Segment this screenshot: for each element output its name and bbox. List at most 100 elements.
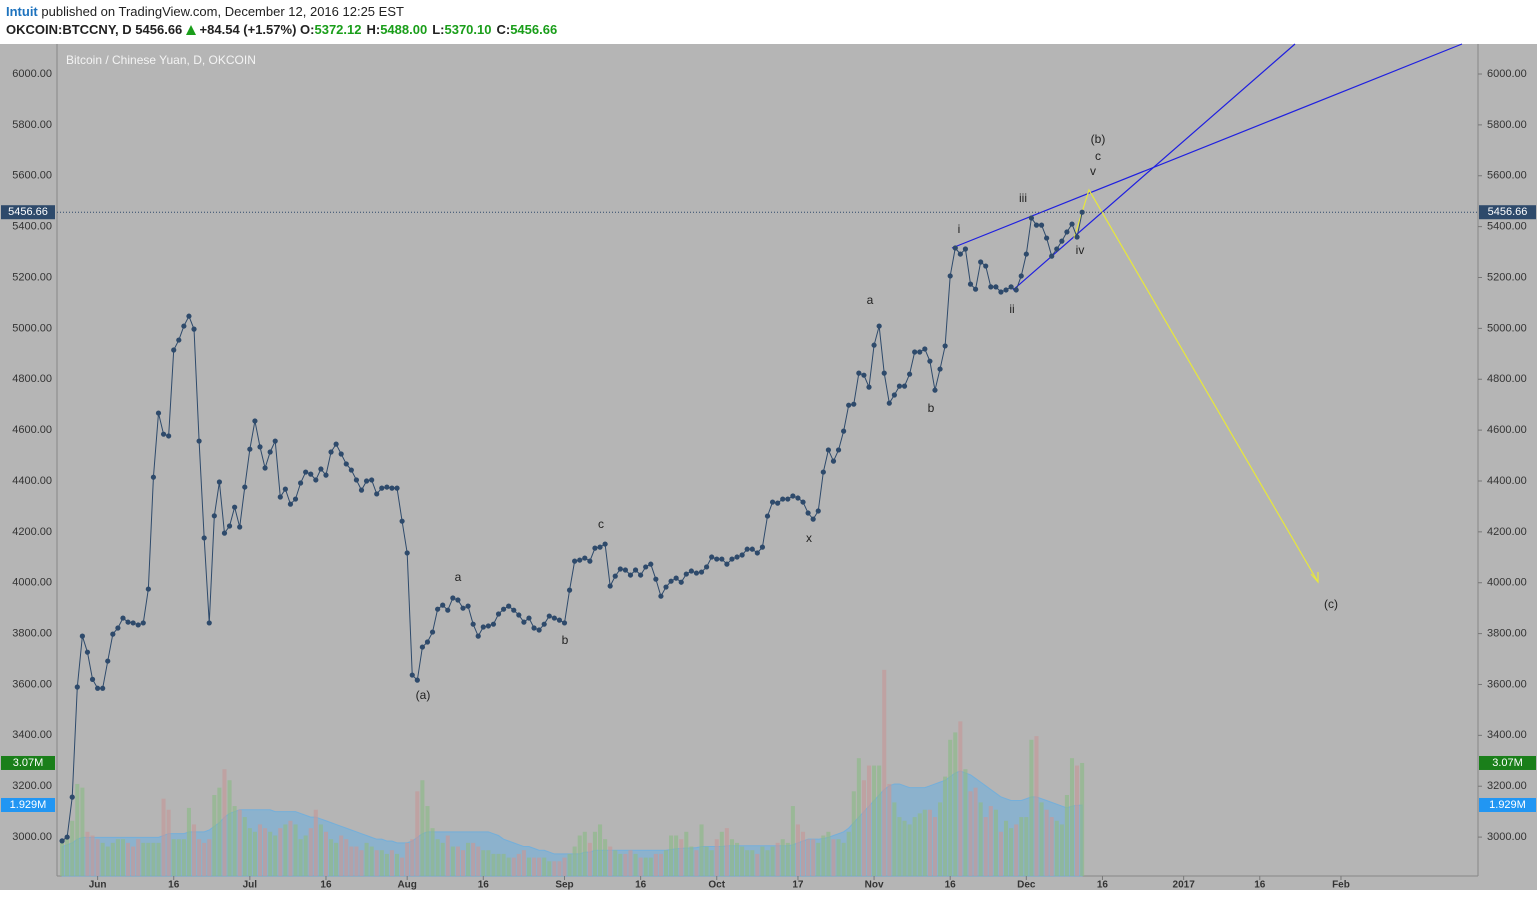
y-tick-label: 4800.00 bbox=[1487, 373, 1527, 385]
volume-bar bbox=[592, 831, 597, 876]
price-point bbox=[577, 557, 583, 563]
volume-bar bbox=[577, 835, 582, 876]
volume-bar bbox=[760, 846, 765, 876]
price-point bbox=[790, 493, 796, 499]
price-point bbox=[206, 620, 212, 626]
volume-bar bbox=[95, 839, 100, 876]
price-point bbox=[947, 273, 953, 279]
y-tick-label: 5600.00 bbox=[1487, 170, 1527, 182]
volume-bar bbox=[440, 842, 445, 876]
y-tick-label: 5200.00 bbox=[12, 271, 52, 283]
volume-bar bbox=[384, 853, 389, 876]
volume-bar bbox=[719, 831, 724, 876]
volume-bar bbox=[618, 853, 623, 876]
author: Intuit bbox=[6, 4, 38, 19]
volume-bar bbox=[146, 842, 151, 876]
volume-bar bbox=[745, 850, 750, 876]
price-point bbox=[516, 612, 522, 618]
volume-bar bbox=[750, 850, 755, 876]
price-point bbox=[881, 370, 887, 376]
volume-bar bbox=[308, 828, 313, 876]
volume-bar bbox=[537, 857, 542, 876]
volume-bar bbox=[278, 828, 283, 876]
price-point bbox=[886, 400, 892, 406]
volume-bar bbox=[648, 857, 653, 876]
price-point bbox=[643, 564, 649, 570]
volume-bar bbox=[694, 850, 699, 876]
volume-bar bbox=[455, 846, 460, 876]
volume-bar bbox=[115, 839, 120, 876]
price-point bbox=[942, 343, 948, 349]
volume-bar bbox=[613, 850, 618, 876]
volume-bar bbox=[1044, 809, 1049, 876]
price-point bbox=[440, 602, 446, 608]
last-value-box bbox=[1, 797, 55, 812]
volume-bar bbox=[329, 839, 334, 876]
price-point bbox=[292, 496, 299, 502]
last-value-label: 3.07M bbox=[13, 757, 44, 769]
price-point bbox=[100, 685, 106, 691]
volume-bar bbox=[501, 853, 506, 876]
volume-bar bbox=[263, 828, 268, 876]
price-point bbox=[800, 499, 806, 505]
price-point bbox=[744, 546, 750, 552]
x-tick-label: 16 bbox=[635, 880, 647, 891]
volume-bar bbox=[136, 839, 141, 876]
price-point bbox=[729, 556, 735, 562]
price-point bbox=[196, 438, 202, 444]
price-point bbox=[226, 523, 233, 529]
volume-bar bbox=[293, 824, 298, 876]
y-tick-label: 4000.00 bbox=[12, 577, 52, 589]
price-point bbox=[490, 621, 497, 627]
price-point bbox=[739, 552, 745, 558]
wave-label: (a) bbox=[416, 688, 431, 702]
price-point bbox=[704, 564, 710, 570]
wave-label: b bbox=[928, 401, 935, 415]
price-point bbox=[125, 619, 131, 625]
price-point bbox=[526, 615, 532, 621]
ohlc-label: L: bbox=[432, 22, 445, 37]
volume-bar bbox=[917, 813, 922, 876]
y-tick-label: 3400.00 bbox=[1487, 729, 1527, 741]
price-point bbox=[972, 286, 979, 292]
price-point bbox=[602, 541, 608, 547]
price-point bbox=[328, 449, 334, 455]
volume-bar bbox=[511, 857, 516, 876]
volume-bar bbox=[653, 853, 658, 876]
price-point bbox=[475, 633, 481, 639]
volume-bar bbox=[714, 839, 719, 876]
volume-bar bbox=[597, 824, 603, 876]
volume-bar bbox=[866, 765, 872, 876]
volume-bar bbox=[344, 839, 349, 876]
volume-bar bbox=[968, 791, 973, 876]
volume-bar bbox=[1014, 824, 1019, 876]
x-tick-label: Feb bbox=[1332, 880, 1350, 891]
volume-bar bbox=[481, 850, 486, 876]
price-point bbox=[358, 487, 365, 493]
price-point bbox=[242, 484, 248, 490]
price-point bbox=[927, 358, 933, 364]
price-point bbox=[901, 383, 908, 389]
volume-bar bbox=[963, 769, 968, 876]
volume-bar bbox=[268, 831, 273, 876]
price-point bbox=[110, 631, 116, 637]
price-point bbox=[698, 569, 705, 575]
price-point bbox=[998, 289, 1004, 295]
y-tick-label: 4600.00 bbox=[1487, 424, 1527, 436]
volume-bar bbox=[953, 732, 958, 876]
price-point bbox=[511, 607, 517, 613]
price-point bbox=[120, 615, 126, 621]
volume-bar bbox=[689, 846, 694, 876]
y-tick-label: 3600.00 bbox=[1487, 678, 1527, 690]
y-tick-label: 6000.00 bbox=[1487, 68, 1527, 80]
volume-bar bbox=[379, 850, 384, 876]
price-point bbox=[460, 605, 466, 611]
volume-bar bbox=[521, 850, 526, 876]
price-point bbox=[186, 313, 192, 319]
price-point bbox=[1018, 273, 1024, 279]
volume-bar bbox=[780, 839, 785, 876]
price-point bbox=[485, 623, 491, 629]
price-point bbox=[105, 658, 111, 664]
price-point bbox=[221, 530, 228, 536]
price-point bbox=[232, 504, 238, 510]
